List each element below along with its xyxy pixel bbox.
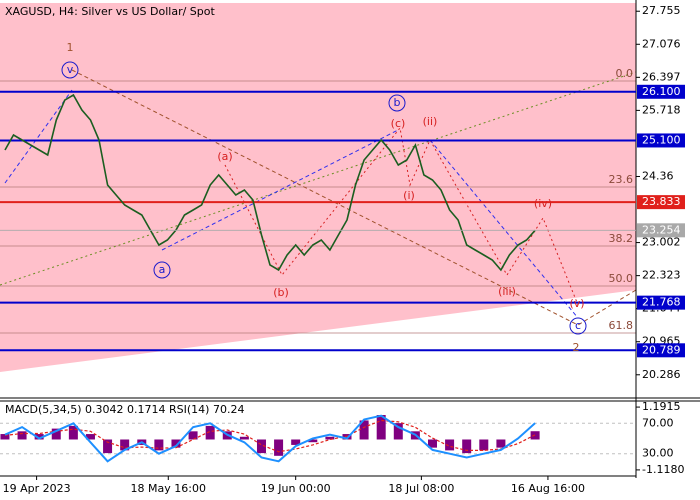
fib-label: 0.0	[616, 67, 634, 80]
y2-tick-label: 70.00	[642, 416, 674, 429]
macd-bar	[393, 423, 403, 440]
wave-line	[429, 139, 579, 319]
signal-line	[4, 419, 536, 453]
macd-bar	[17, 431, 27, 440]
y-tick-label: 20.286	[642, 368, 681, 381]
level-label: 23.833	[642, 195, 681, 208]
level-label: 25.100	[642, 133, 681, 146]
y-tick-label: 27.755	[642, 4, 681, 17]
fib-label: 61.8	[609, 319, 634, 332]
macd-bar	[274, 439, 284, 456]
wave-label: (iii)	[498, 285, 516, 298]
macd-bar	[68, 425, 78, 440]
wave-line	[4, 89, 73, 184]
wave-circle	[153, 261, 171, 279]
macd-bar	[427, 439, 437, 448]
wave-label: 1	[67, 41, 74, 54]
macd-bar	[496, 439, 506, 448]
macd-bar	[256, 439, 266, 454]
x-tick-label: 16 Aug 16:00	[511, 482, 585, 495]
y-tick-label: 27.076	[642, 37, 681, 50]
y-tick-label: 23.002	[642, 236, 681, 249]
level-label: 20.789	[642, 343, 681, 356]
level-tag	[637, 295, 685, 310]
macd-bar	[51, 428, 61, 440]
chart-title: XAGUSD, H4: Silver vs US Dollar/ Spot	[5, 5, 215, 18]
macd-bar	[291, 439, 301, 445]
macd-bar	[34, 434, 44, 440]
y-tick-label: 25.718	[642, 103, 681, 116]
level-tag	[637, 343, 685, 358]
wave-label: 2	[573, 341, 580, 354]
macd-bar	[376, 415, 386, 440]
y2-tick-label: 30.00	[642, 447, 674, 460]
level-tag	[637, 133, 685, 148]
wave-label: b	[394, 96, 401, 109]
macd-bar	[445, 439, 455, 451]
fib-label: 50.0	[609, 272, 634, 285]
macd-bar	[205, 425, 215, 440]
price-line	[4, 93, 536, 272]
wave-label: v	[67, 63, 74, 76]
level-tag	[637, 195, 685, 210]
wave-label: (c)	[391, 117, 406, 130]
y-tick-label: 24.36	[642, 169, 674, 182]
wave-circle	[61, 61, 79, 79]
macd-bar	[154, 439, 164, 451]
level-label: 21.768	[642, 296, 681, 309]
macd-bar	[359, 420, 369, 440]
macd-bar	[325, 436, 335, 440]
wave-label: c	[575, 319, 581, 332]
wave-label: (ii)	[423, 115, 438, 128]
y-tick-label: 26.397	[642, 70, 681, 83]
x-tick-label: 19 Apr 2023	[3, 482, 71, 495]
macd-bar	[0, 434, 10, 440]
x-tick-label: 18 Jul 08:00	[388, 482, 454, 495]
macd-bar	[120, 439, 130, 451]
wave-label: (b)	[273, 286, 289, 299]
macd-bar	[462, 439, 472, 454]
y-tick-label: 22.323	[642, 269, 681, 282]
macd-bar	[85, 434, 95, 440]
current-price-label: 23.254	[642, 223, 681, 236]
level-tag	[637, 84, 685, 99]
wave-circle	[388, 94, 406, 112]
rsi-line	[4, 414, 536, 463]
macd-bar	[479, 439, 489, 451]
wave-label: (iv)	[534, 197, 552, 210]
macd-bar	[188, 431, 198, 440]
fib-label: 23.6	[609, 173, 634, 186]
x-tick-label: 19 Jun 00:00	[261, 482, 331, 495]
x-tick-label: 18 May 16:00	[131, 482, 206, 495]
macd-bar	[171, 439, 181, 448]
y-tick-label: 1.1915	[642, 400, 681, 413]
trend-line	[0, 71, 637, 286]
macd-bar	[103, 439, 113, 454]
wave-label: (a)	[217, 150, 232, 163]
wave-label: a	[159, 263, 166, 276]
wave-label: (v)	[569, 297, 584, 310]
pink-zone	[0, 3, 636, 372]
level-label: 26.100	[642, 85, 681, 98]
macd-bar	[308, 439, 318, 443]
macd-bar	[239, 436, 249, 440]
wave-label: (i)	[403, 189, 415, 202]
fib-label: 38.2	[609, 232, 634, 245]
y-tick-label: -1.1180	[642, 463, 684, 476]
indicator-title: MACD(5,34,5) 0.3042 0.1714 RSI(14) 70.24	[5, 403, 244, 416]
wave-circle	[569, 317, 587, 335]
wave-line	[224, 126, 579, 306]
current-price-tag	[637, 223, 685, 238]
